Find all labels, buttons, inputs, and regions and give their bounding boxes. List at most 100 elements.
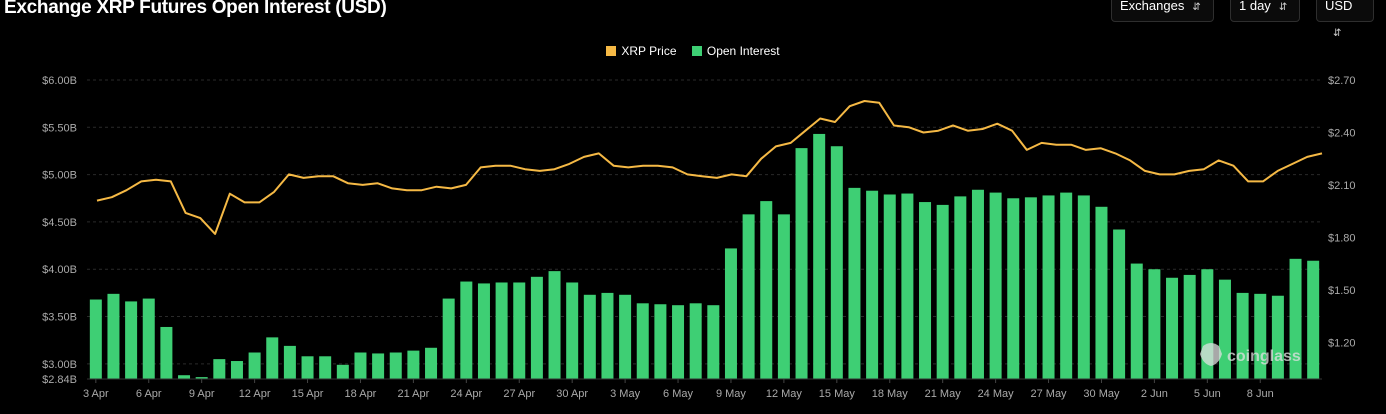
y-right-tick-label: $1.20 <box>1328 337 1356 349</box>
open-interest-bar <box>795 148 808 379</box>
x-tick-label: 24 May <box>978 388 1015 400</box>
legend-item-open-interest[interactable]: Open Interest <box>691 44 780 58</box>
open-interest-bar <box>213 359 226 379</box>
x-tick-label: 8 Jun <box>1247 388 1274 400</box>
y-left-tick-label: $4.00B <box>42 264 77 276</box>
x-tick-label: 12 May <box>766 388 803 400</box>
y-left-tick-label: $5.00B <box>42 170 77 182</box>
open-interest-bar <box>954 196 967 379</box>
x-tick-label: 6 Apr <box>136 388 162 400</box>
x-tick-label: 21 May <box>925 388 962 400</box>
open-interest-bar <box>1218 279 1231 379</box>
open-interest-bar <box>813 133 826 379</box>
open-interest-bar <box>372 353 385 379</box>
y-right-tick-label: $1.80 <box>1328 232 1356 244</box>
open-interest-bar <box>178 375 191 379</box>
currency-select-label: USD <box>1325 0 1353 13</box>
open-interest-bar <box>460 281 473 379</box>
x-tick-label: 15 May <box>819 388 856 400</box>
chart-legend: XRP Price Open Interest <box>0 44 1386 58</box>
x-tick-label: 18 May <box>872 388 909 400</box>
coinglass-logo-icon <box>1200 343 1222 366</box>
open-interest-bar <box>1254 293 1267 379</box>
open-interest-bar <box>1148 269 1161 379</box>
y-right-tick-label: $2.70 <box>1328 75 1356 87</box>
x-tick-label: 3 Apr <box>83 388 109 400</box>
legend-item-price[interactable]: XRP Price <box>606 44 677 58</box>
open-interest-bar <box>389 352 402 379</box>
open-interest-bar <box>1060 192 1073 379</box>
open-interest-bar <box>1271 295 1284 379</box>
open-interest-bar <box>883 194 896 379</box>
open-interest-bar <box>1095 206 1108 379</box>
open-interest-bar <box>901 193 914 379</box>
legend-label-open-interest: Open Interest <box>706 44 780 58</box>
open-interest-bar <box>548 271 561 379</box>
x-tick-label: 5 Jun <box>1194 388 1221 400</box>
open-interest-bar <box>936 204 949 379</box>
open-interest-bar <box>283 345 296 379</box>
open-interest-bar <box>724 248 737 379</box>
exchanges-select[interactable]: Exchanges ⇵ <box>1111 0 1214 22</box>
chevron-up-down-icon: ⇵ <box>1278 2 1288 13</box>
open-interest-bar <box>407 350 420 379</box>
open-interest-bar <box>195 377 208 379</box>
y-left-tick-label: $3.00B <box>42 359 77 371</box>
open-interest-bar <box>1007 198 1020 379</box>
x-tick-label: 2 Jun <box>1141 388 1168 400</box>
y-axis-left: $6.00B $5.50B $5.00B $4.50B $4.00B $3.50B $3.0… <box>42 75 77 386</box>
price-line <box>96 100 1323 235</box>
x-tick-label: 15 Apr <box>292 388 324 400</box>
open-interest-bar <box>125 301 138 379</box>
y-right-tick-label: $2.10 <box>1328 180 1356 192</box>
chevron-up-down-icon: ⇵ <box>1192 2 1201 13</box>
open-interest-bar <box>1113 229 1126 379</box>
open-interest-bar <box>1024 197 1037 379</box>
open-interest-bars <box>89 133 1320 379</box>
open-interest-bar <box>707 305 720 379</box>
x-tick-label: 18 Apr <box>345 388 377 400</box>
y-left-tick-label: $4.50B <box>42 217 77 229</box>
open-interest-bar <box>760 201 773 379</box>
open-interest-bar <box>248 352 261 379</box>
open-interest-bar <box>989 192 1002 379</box>
open-interest-bar <box>830 146 843 379</box>
open-interest-bar <box>425 347 438 379</box>
legend-swatch-price <box>606 46 617 56</box>
x-tick-label: 27 Apr <box>503 388 535 400</box>
open-interest-bar <box>848 187 861 379</box>
open-interest-bar <box>919 202 932 379</box>
x-tick-label: 12 Apr <box>239 388 271 400</box>
open-interest-bar <box>636 303 649 379</box>
open-interest-bar <box>1077 195 1090 379</box>
chevron-up-down-icon: ⇵ <box>1333 28 1342 39</box>
open-interest-bar <box>354 352 367 379</box>
interval-select[interactable]: 1 day ⇵ <box>1230 0 1300 22</box>
interval-select-label: 1 day <box>1239 0 1271 13</box>
y-left-tick-label: $3.50B <box>42 312 77 324</box>
open-interest-bar <box>1130 263 1143 379</box>
open-interest-bar <box>583 294 596 379</box>
open-interest-bar <box>866 190 879 379</box>
open-interest-bar <box>160 326 173 379</box>
page-title: Exchange XRP Futures Open Interest (USD) <box>4 0 387 18</box>
legend-swatch-open-interest <box>691 46 702 56</box>
open-interest-bar <box>1289 258 1302 379</box>
open-interest-bar <box>336 364 349 379</box>
y-left-tick-label: $6.00B <box>42 75 77 87</box>
open-interest-bar <box>689 303 702 379</box>
open-interest-bar <box>777 214 790 379</box>
open-interest-bar <box>477 283 490 379</box>
coinglass-watermark: coinglass <box>1200 343 1301 366</box>
open-interest-bar <box>1042 195 1055 379</box>
legend-label-price: XRP Price <box>621 44 677 58</box>
open-interest-bar <box>530 276 543 379</box>
y-axis-right: $2.70 $2.40 $2.10 $1.80 $1.50 $1.20 <box>1328 75 1356 349</box>
x-tick-label: 21 Apr <box>397 388 429 400</box>
open-interest-bar <box>266 337 279 379</box>
open-interest-bar <box>89 299 102 379</box>
y-left-tick-label: $2.84B <box>42 374 77 386</box>
currency-select[interactable]: USD ⇵ <box>1316 0 1374 39</box>
y-right-tick-label: $1.50 <box>1328 285 1356 297</box>
